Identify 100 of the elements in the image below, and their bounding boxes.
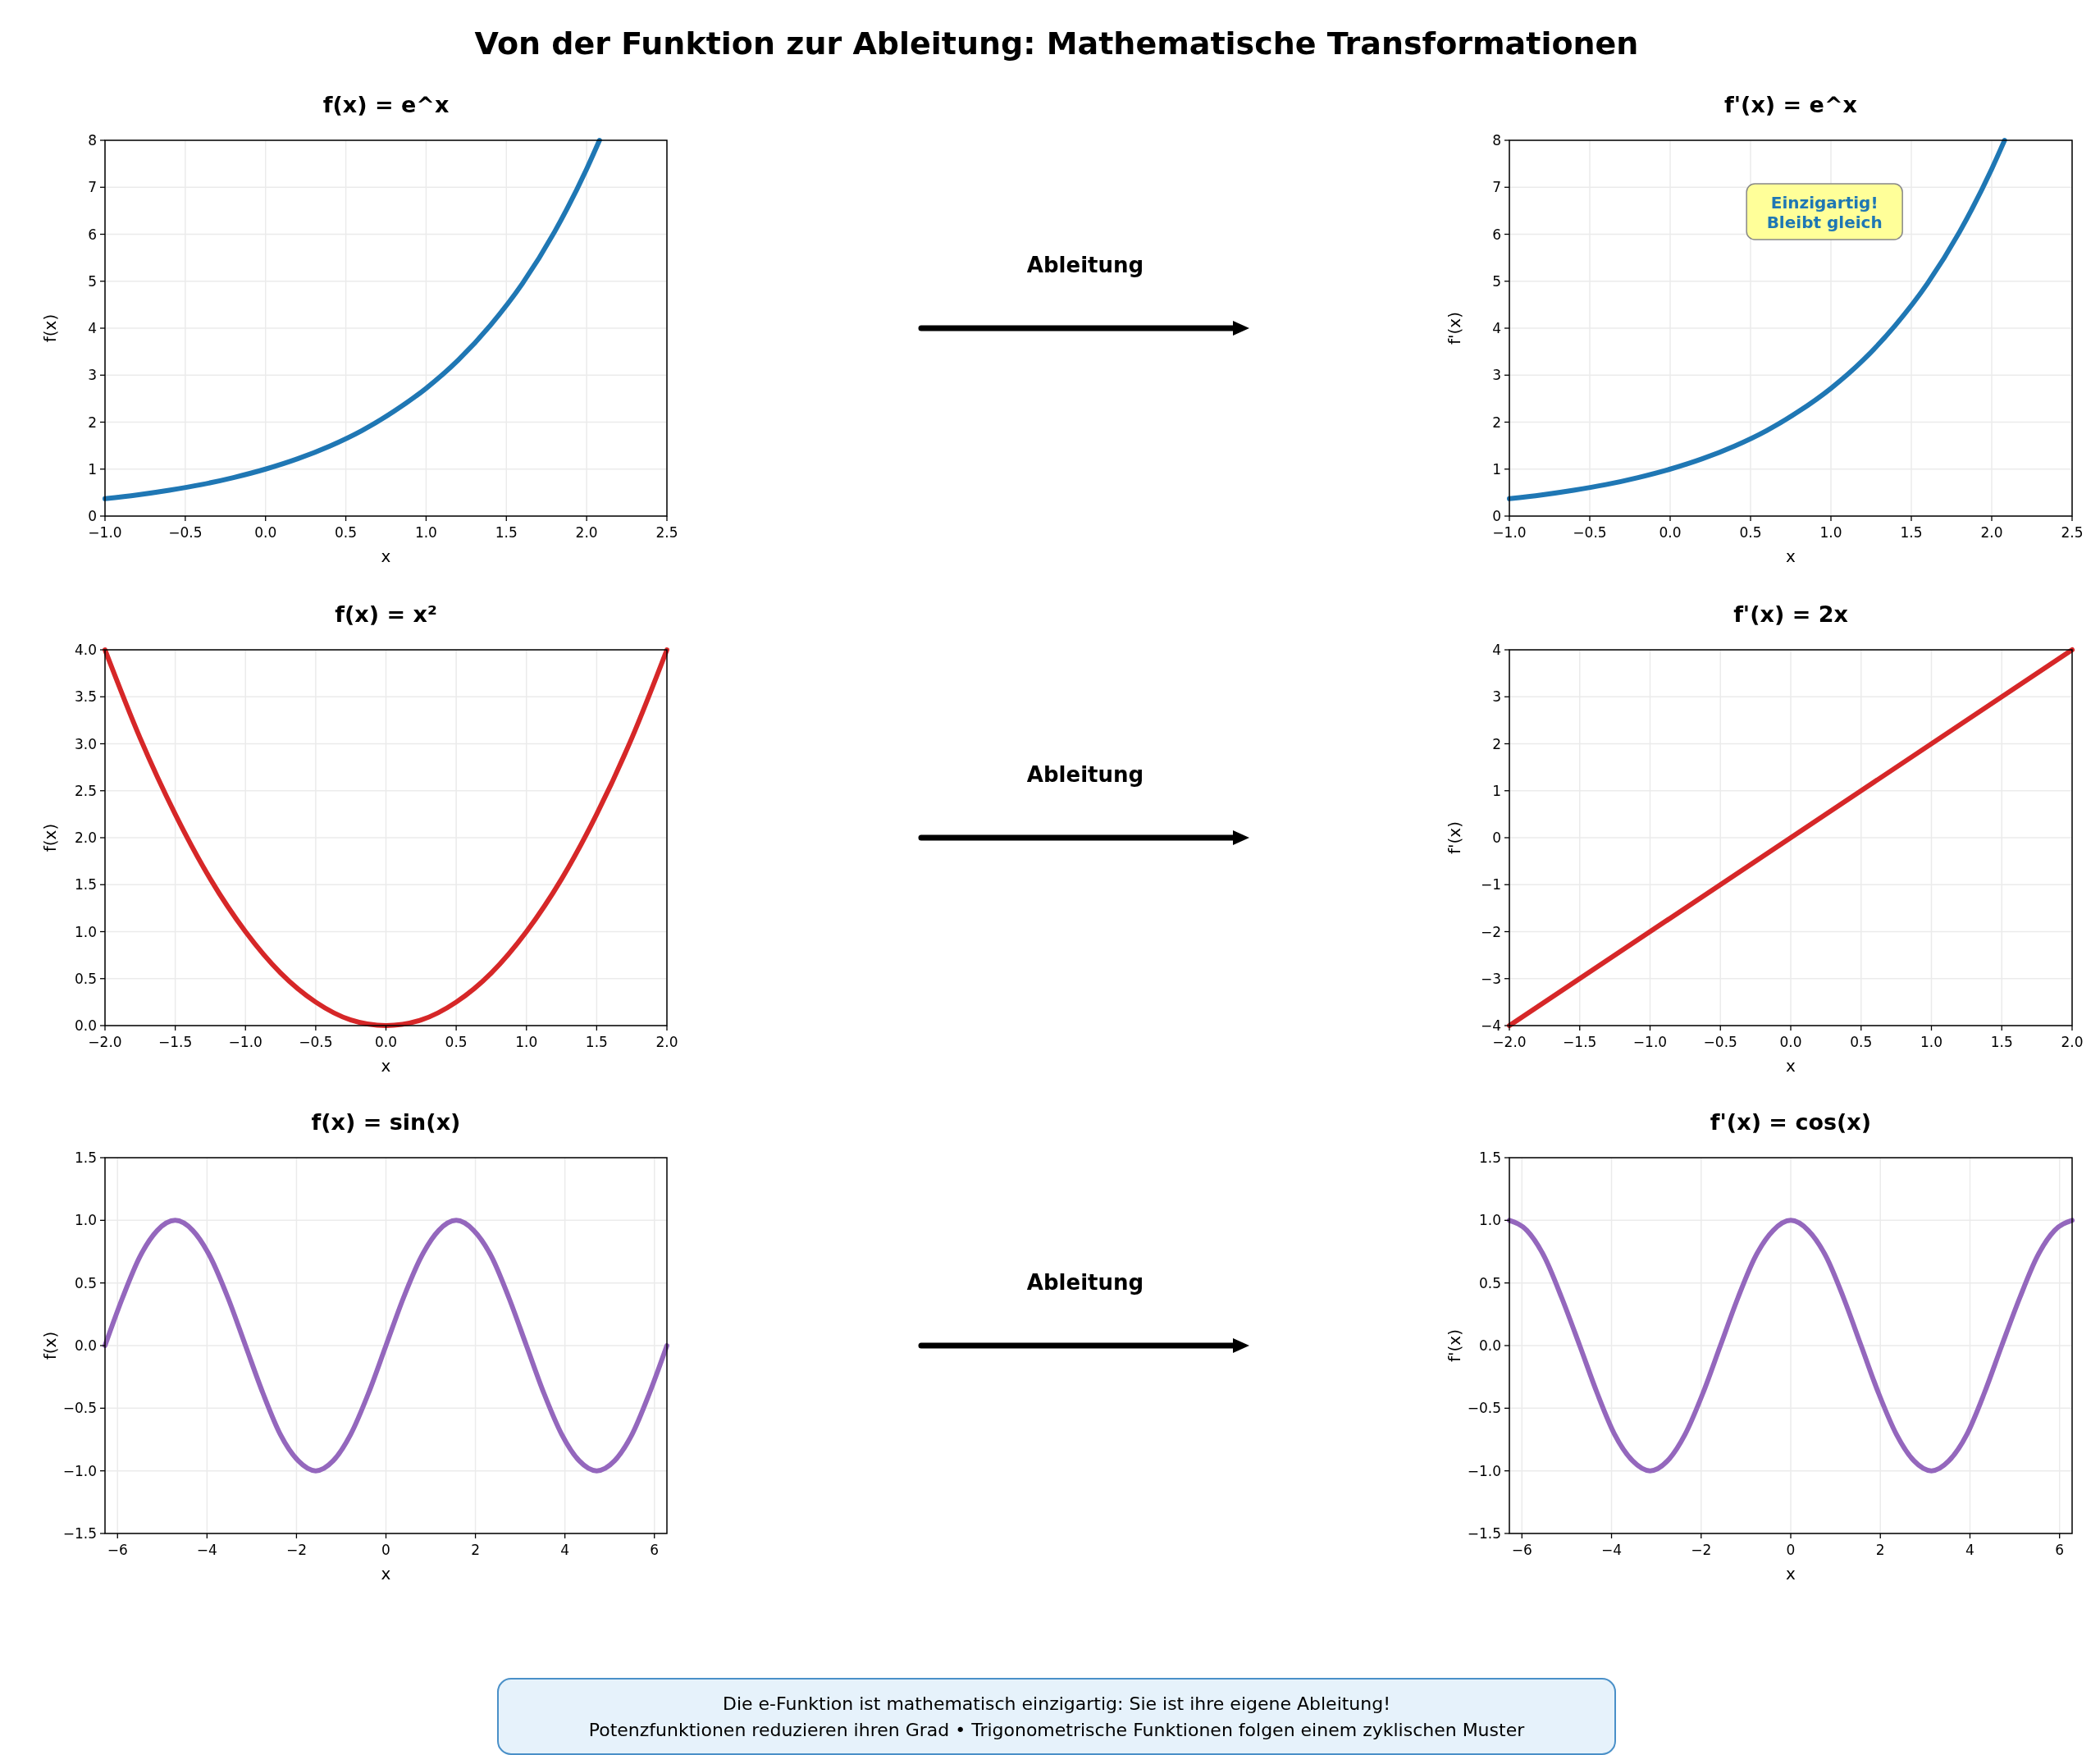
y-tick-label: 4 — [1492, 642, 1501, 658]
y-tick-label: −1.0 — [62, 1462, 97, 1479]
y-tick-label: −1 — [1480, 876, 1501, 893]
y-tick-label: 0 — [1492, 508, 1501, 524]
x-tick-label: 2.0 — [655, 1034, 678, 1050]
x-tick-label: 1.0 — [1819, 524, 1842, 541]
chart-title: f'(x) = e^x — [1724, 92, 1857, 117]
y-tick-label: 0.5 — [74, 1274, 97, 1291]
x-tick-label: 0.5 — [1850, 1034, 1873, 1050]
x-tick-label: 1.0 — [515, 1034, 538, 1050]
y-tick-label: 6 — [88, 226, 97, 243]
y-tick-label: 5 — [88, 272, 97, 290]
x-axis-title: x — [381, 1056, 391, 1076]
x-tick-label: 2.5 — [655, 524, 678, 541]
y-tick-label: 2 — [1492, 735, 1501, 752]
y-tick-label: −3 — [1480, 970, 1501, 987]
x-tick-label: 0.5 — [335, 524, 358, 541]
y-tick-label: 1.0 — [1478, 1212, 1501, 1229]
y-tick-label: 1 — [1492, 460, 1501, 478]
y-tick-label: 1.0 — [74, 923, 97, 940]
x-axis-title: x — [1786, 1056, 1796, 1076]
chart-title: f'(x) = cos(x) — [1710, 1109, 1872, 1135]
y-axis-title: f(x) — [40, 1331, 60, 1360]
y-tick-label: 2 — [88, 414, 97, 431]
y-tick-label: 3 — [1492, 367, 1501, 384]
y-tick-label: 1 — [1492, 782, 1501, 799]
y-tick-label: 0.5 — [1478, 1274, 1501, 1291]
x-axis-title: x — [1786, 1564, 1796, 1584]
text: Potenzfunktionen reduzieren ihren Grad • Trigonometrische Funktionen folgen einem zyklischen Muster — [588, 1720, 1526, 1740]
x-tick-label: −2 — [285, 1542, 307, 1558]
y-tick-label: 7 — [88, 179, 97, 196]
x-tick-label: 0 — [1786, 1542, 1796, 1558]
y-tick-label: −0.5 — [62, 1400, 97, 1417]
y-tick-label: 6 — [1492, 226, 1501, 243]
x-axis-title: x — [381, 546, 391, 566]
x-axis-title: x — [381, 1564, 391, 1584]
y-tick-label: 1.5 — [74, 1149, 97, 1166]
chart-title: f(x) = x² — [335, 601, 437, 627]
x-tick-label: 0 — [381, 1542, 390, 1558]
x-tick-label: −2.0 — [1492, 1034, 1527, 1050]
x-tick-label: 6 — [650, 1542, 660, 1558]
x-tick-label: 0.5 — [445, 1034, 468, 1050]
x-tick-label: 1.5 — [495, 524, 518, 541]
y-tick-label: −4 — [1480, 1017, 1501, 1034]
y-axis-title: f(x) — [40, 823, 60, 852]
y-tick-label: 8 — [1492, 132, 1501, 149]
x-tick-label: −1.0 — [1632, 1034, 1668, 1050]
chart-title: f'(x) = 2x — [1733, 601, 1848, 627]
y-axis-title: f(x) — [40, 313, 60, 343]
x-tick-label: 0.5 — [1739, 524, 1762, 541]
x-tick-label: 4 — [560, 1542, 570, 1558]
y-tick-label: 1 — [88, 460, 97, 478]
x-tick-label: 4 — [1965, 1542, 1974, 1558]
y-tick-label: 4 — [88, 320, 97, 336]
x-tick-label: 2.0 — [2061, 1034, 2084, 1050]
y-axis-title: f'(x) — [1445, 312, 1464, 345]
y-tick-label: −1.5 — [1467, 1525, 1501, 1542]
x-tick-label: 0.0 — [254, 524, 277, 541]
x-tick-label: −4 — [196, 1542, 217, 1558]
x-axis-title: x — [1786, 546, 1796, 566]
y-tick-label: 4.0 — [74, 642, 97, 658]
x-tick-label: −0.5 — [168, 524, 203, 541]
annotation: Einzigartig! Bleibt gleich — [1766, 193, 1883, 233]
x-tick-label: 2 — [471, 1542, 480, 1558]
y-tick-label: 2.0 — [74, 830, 97, 846]
y-tick-label: 5 — [1492, 272, 1501, 290]
y-tick-label: 0 — [1492, 830, 1501, 846]
x-tick-label: −0.5 — [1573, 524, 1607, 541]
y-tick-label: 0.0 — [1478, 1337, 1501, 1354]
x-tick-label: −2 — [1691, 1542, 1712, 1558]
x-tick-label: 1.5 — [585, 1034, 608, 1050]
x-tick-label: −0.5 — [299, 1034, 333, 1050]
y-tick-label: 4 — [1492, 320, 1501, 336]
y-tick-label: 0.5 — [74, 970, 97, 987]
y-tick-label: 3.0 — [74, 735, 97, 752]
y-tick-label: 3 — [1492, 688, 1501, 706]
x-tick-label: −1.5 — [158, 1034, 193, 1050]
y-tick-label: 2.5 — [74, 782, 97, 799]
x-tick-label: 1.0 — [414, 524, 437, 541]
y-tick-label: −1.0 — [1467, 1462, 1501, 1479]
x-tick-label: 1.5 — [1990, 1034, 2013, 1050]
y-tick-label: 7 — [1492, 179, 1501, 196]
text: Die e-Funktion ist mathematisch einzigartig: Sie ist ihre eigene Ableitung! — [722, 1693, 1391, 1714]
x-tick-label: −1.0 — [228, 1034, 262, 1050]
x-tick-label: −2.0 — [88, 1034, 122, 1050]
text: Von der Funktion zur Ableitung: Mathematische Transformationen — [474, 25, 1639, 62]
x-tick-label: −1.5 — [1563, 1034, 1597, 1050]
chart-title: f(x) = sin(x) — [311, 1109, 461, 1135]
y-tick-label: 2 — [1492, 414, 1501, 431]
text: Ableitung — [1026, 762, 1144, 787]
y-tick-label: −1.5 — [62, 1525, 97, 1542]
y-tick-label: 3.5 — [74, 688, 97, 706]
x-tick-label: 2.5 — [2061, 524, 2084, 541]
x-tick-label: 0.0 — [1779, 1034, 1802, 1050]
x-tick-label: 2.0 — [1980, 524, 2003, 541]
x-tick-label: 2.0 — [575, 524, 598, 541]
x-tick-label: −0.5 — [1703, 1034, 1737, 1050]
y-tick-label: 1.0 — [74, 1212, 97, 1229]
y-tick-label: 3 — [88, 367, 97, 384]
y-tick-label: 0.0 — [74, 1337, 97, 1354]
